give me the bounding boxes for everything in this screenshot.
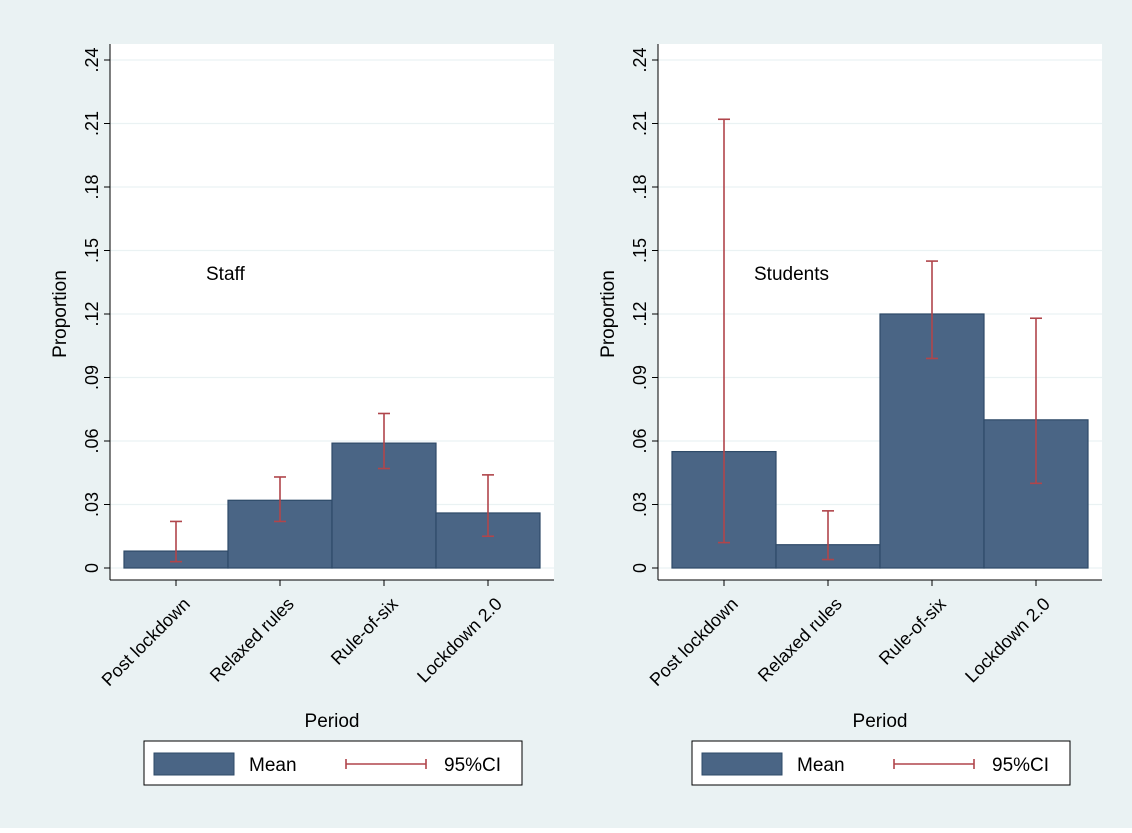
panel-annotation: Staff [206, 264, 245, 285]
legend-label-mean: Mean [249, 755, 297, 776]
y-tick-label: .09 [630, 365, 650, 390]
x-axis-label: Period [305, 711, 360, 732]
legend-label-mean: Mean [797, 755, 845, 776]
y-axis-label: Proportion [598, 270, 619, 358]
legend-label-ci: 95%CI [444, 755, 501, 776]
y-tick-label: .15 [82, 238, 102, 263]
legend: Mean 95%CI [691, 740, 1071, 786]
legend-label-ci: 95%CI [992, 755, 1049, 776]
y-tick-label: .06 [82, 428, 102, 453]
y-tick-label: .12 [630, 301, 650, 326]
y-axis-label: Proportion [50, 270, 71, 358]
y-tick-label: .18 [82, 174, 102, 199]
y-tick-label: .21 [630, 111, 650, 136]
y-tick-label: .03 [82, 492, 102, 517]
y-tick-label: .21 [82, 111, 102, 136]
legend-swatch-mean [153, 752, 235, 776]
y-tick-label: .24 [630, 47, 650, 72]
y-tick-label: .03 [630, 492, 650, 517]
y-tick-label: 0 [82, 563, 102, 573]
y-tick-label: .12 [82, 301, 102, 326]
y-tick-label: .15 [630, 238, 650, 263]
x-axis-label: Period [853, 711, 908, 732]
y-tick-label: .24 [82, 47, 102, 72]
y-tick-label: 0 [630, 563, 650, 573]
legend: Mean 95%CI [143, 740, 523, 786]
legend-swatch-mean [701, 752, 783, 776]
panel-annotation: Students [754, 264, 829, 285]
y-tick-label: .18 [630, 174, 650, 199]
y-tick-label: .09 [82, 365, 102, 390]
y-tick-label: .06 [630, 428, 650, 453]
